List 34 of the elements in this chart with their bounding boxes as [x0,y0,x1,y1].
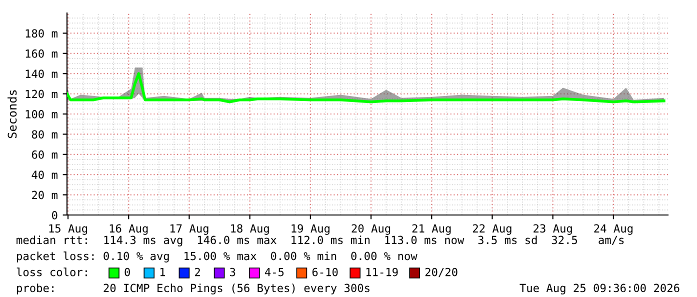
x-tick-label: 18 Aug [231,224,269,235]
x-tick-label: 19 Aug [292,224,330,235]
legend-label: 3 [230,268,236,276]
text: Tue Aug 25 09:36:00 2026 [520,284,680,294]
legend-label: 6-10 [312,268,338,276]
x-tick-label: 22 Aug [473,224,512,235]
y-tick-label: 160 m [26,49,58,58]
text: median rtt: 114.3 ms avg 146.0 ms max 112.0 ms min 113.0 ms now 3.5 ms sd 32.5 am/s [16,236,624,246]
text: packet loss: 0.10 % avg 15.00 % max 0.00 % min 0.00 % now [17,252,418,262]
legend-label: 11-19 [366,268,398,276]
y-tick-label: 80 m [32,130,58,139]
legend-label: 2 [195,268,200,276]
y-axis-title: Seconds [8,90,17,138]
legend-title: loss color: [16,268,87,276]
y-tick-label: 140 m [26,70,58,78]
legend-label: 0 [124,268,130,276]
x-tick-label: 24 Aug [594,224,632,235]
y-tick-label: 0 [52,211,58,220]
legend-label: 20/20 [425,268,458,278]
x-tick-label: 21 Aug [412,224,451,235]
x-tick-label: 23 Aug [534,224,572,235]
y-tick-label: 20 m [32,190,58,200]
y-tick-label: 40 m [32,170,58,180]
x-tick-label: 15 Aug [49,224,88,235]
legend-label: 1 [160,268,166,276]
y-tick-label: 120 m [26,90,58,98]
y-tick-label: 100 m [26,110,58,118]
x-tick-label: 16 Aug [110,224,148,235]
x-tick-label: 17 Aug [170,224,208,235]
legend-label: 4-5 [264,268,284,276]
y-tick-label: 180 m [26,29,58,38]
text: probe: 20 ICMP Echo Pings (56 Bytes) every 300s [17,284,370,294]
x-tick-label: 20 Aug [352,224,390,235]
y-tick-label: 60 m [32,150,58,159]
